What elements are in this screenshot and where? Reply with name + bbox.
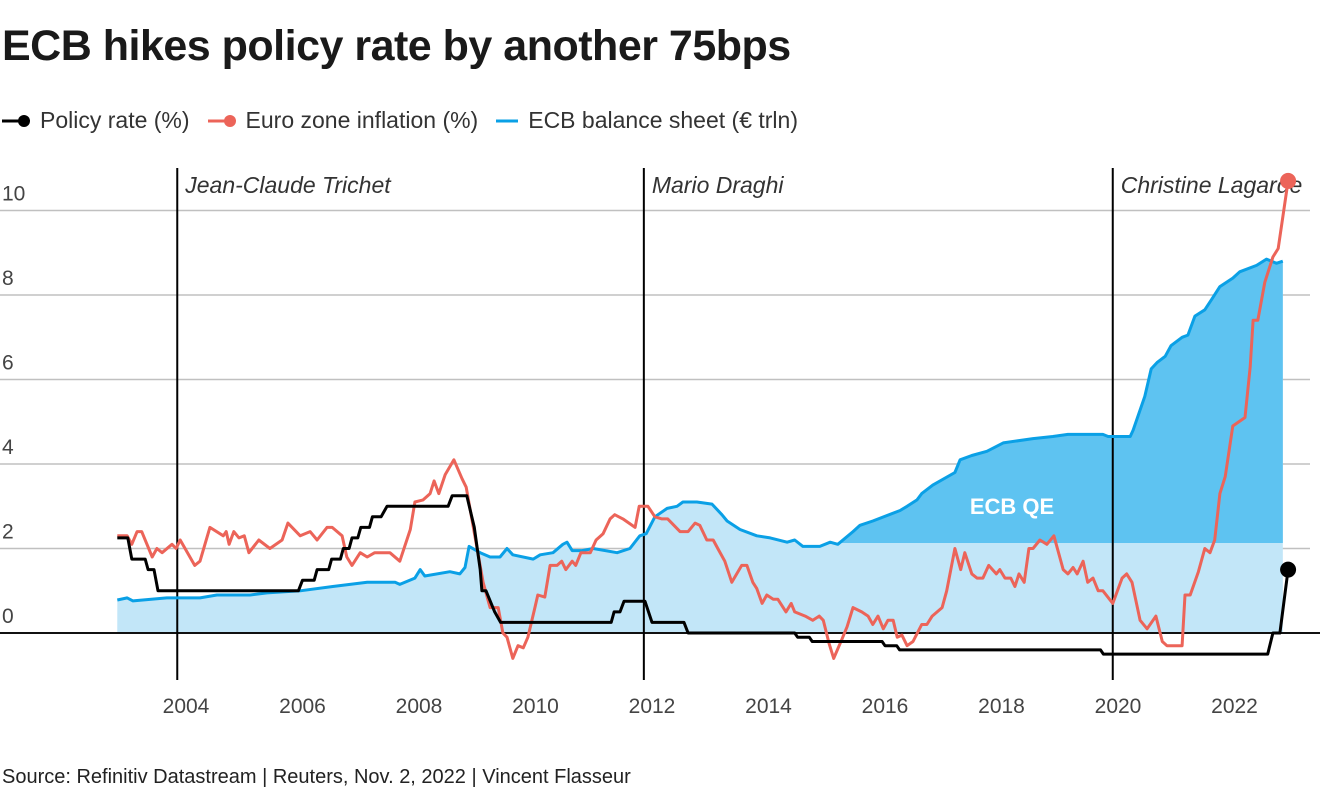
policy-rate-line bbox=[117, 494, 1290, 656]
source-note: Source: Refinitiv Datastream | Reuters, … bbox=[2, 766, 631, 788]
x-tick-label: 2004 bbox=[163, 695, 210, 718]
x-tick-label: 2020 bbox=[1095, 695, 1142, 718]
line-dot-icon bbox=[2, 114, 30, 127]
inflation-line bbox=[117, 180, 1290, 660]
x-tick-label: 2022 bbox=[1211, 695, 1258, 718]
y-tick-label: 4 bbox=[2, 436, 14, 459]
manager-label: Mario Draghi bbox=[652, 172, 785, 198]
legend-item-balance-sheet: ECB balance sheet (€ trln) bbox=[496, 107, 798, 134]
line-icon bbox=[496, 119, 519, 122]
x-tick-label: 2010 bbox=[512, 695, 559, 718]
policy-rate-end-dot bbox=[1280, 561, 1297, 578]
manager-label: Jean-Claude Trichet bbox=[184, 172, 392, 198]
ecb-qe-area bbox=[839, 259, 1283, 544]
x-tick-label: 2018 bbox=[978, 695, 1025, 718]
line-dot-icon bbox=[207, 114, 236, 127]
x-tick-label: 2012 bbox=[629, 695, 676, 718]
inflation-end-dot bbox=[1280, 172, 1297, 189]
y-tick-label: 8 bbox=[2, 267, 14, 290]
balance-sheet-line bbox=[116, 257, 1284, 603]
legend-label: ECB balance sheet (€ trln) bbox=[528, 107, 798, 133]
ecb-qe-label: ECB QE bbox=[970, 494, 1054, 519]
x-tick-label: 2016 bbox=[862, 695, 909, 718]
legend-label: Euro zone inflation (%) bbox=[245, 107, 479, 133]
y-tick-label: 6 bbox=[2, 352, 14, 375]
manager-label: Christine Lagarde bbox=[1121, 172, 1303, 198]
x-tick-label: 2014 bbox=[745, 695, 792, 718]
x-tick-label: 2006 bbox=[279, 695, 326, 718]
chart-title: ECB hikes policy rate by another 75bps bbox=[2, 22, 791, 70]
y-tick-label: 10 bbox=[2, 183, 25, 206]
x-tick-label: 2008 bbox=[396, 695, 443, 718]
y-tick-label: 2 bbox=[2, 521, 14, 544]
legend-item-inflation: Euro zone inflation (%) bbox=[207, 107, 479, 134]
legend-label: Policy rate (%) bbox=[40, 107, 190, 133]
balance-sheet-area bbox=[117, 259, 1283, 633]
legend: Policy rate (%) Euro zone inflation (%) … bbox=[2, 107, 798, 134]
y-tick-label: 0 bbox=[2, 605, 14, 628]
legend-item-policy-rate: Policy rate (%) bbox=[2, 107, 190, 134]
